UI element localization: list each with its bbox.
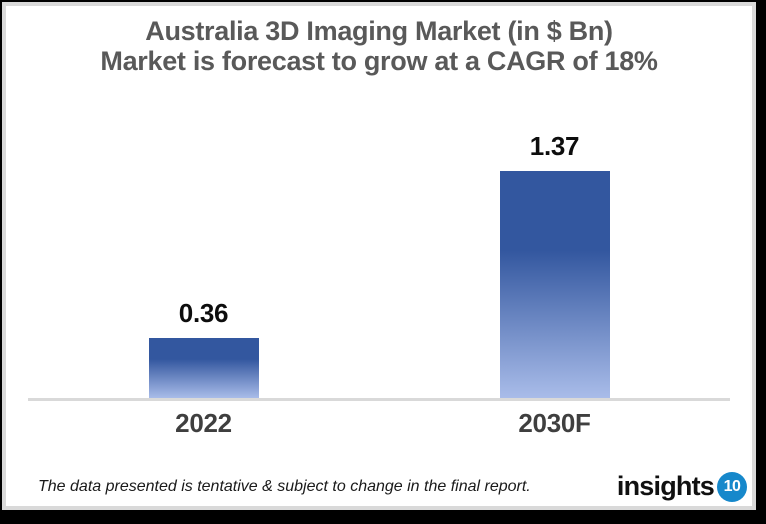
- x-axis-labels: 2022 2030F: [28, 408, 730, 439]
- chart-title-line2: Market is forecast to grow at a CAGR of …: [100, 46, 658, 76]
- bar-slot: 0.36: [28, 128, 379, 398]
- x-axis-line: [28, 398, 730, 401]
- chart-panel: Australia 3D Imaging Market (in $ Bn) Ma…: [2, 2, 756, 510]
- disclaimer-text: The data presented is tentative & subjec…: [38, 478, 531, 495]
- chart-title-line1: Australia 3D Imaging Market (in $ Bn): [145, 16, 613, 46]
- plot-area: 0.36 1.37: [28, 128, 730, 398]
- insights10-logo: insights 10: [617, 471, 747, 502]
- bar-value-label: 1.37: [529, 131, 580, 161]
- bar-slot: 1.37: [379, 128, 730, 398]
- bar-2030F: [499, 171, 610, 398]
- x-axis-label-2030F: 2030F: [518, 408, 591, 438]
- bar-2022: [148, 338, 259, 398]
- bar-value-label: 0.36: [178, 298, 229, 328]
- x-axis-label-2022: 2022: [175, 408, 232, 438]
- chart-title: Australia 3D Imaging Market (in $ Bn) Ma…: [6, 16, 752, 76]
- logo-text: insights: [616, 471, 715, 501]
- logo-badge-10: 10: [717, 471, 747, 502]
